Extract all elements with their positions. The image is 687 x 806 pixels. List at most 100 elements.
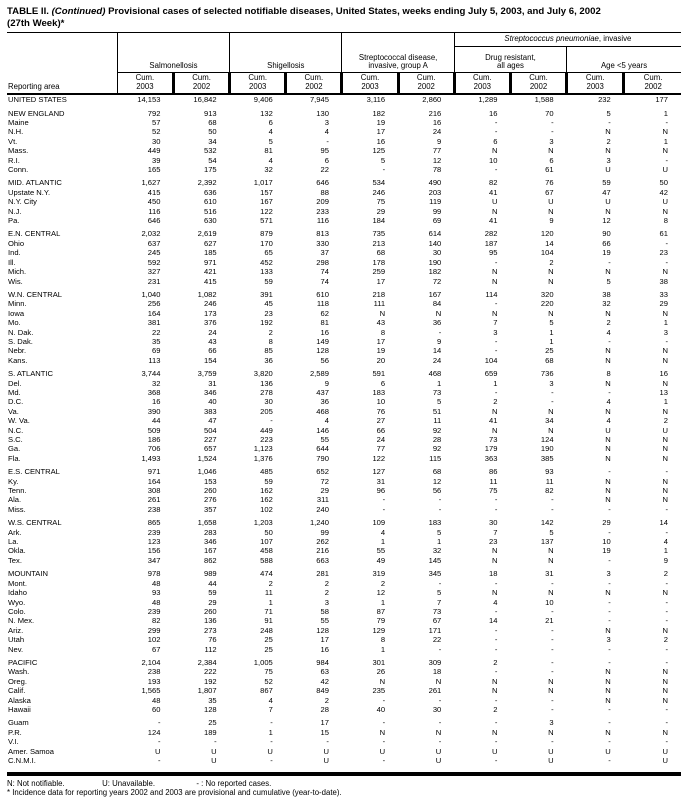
value-cell: 12 (376, 588, 386, 598)
value-cell: 2 (324, 695, 329, 705)
value-cell: 8 (380, 635, 386, 645)
value-cell: 25 (264, 635, 273, 645)
value-cell: 1,565 (141, 686, 161, 696)
value-cell: 82 (545, 486, 554, 496)
value-cell: 78 (432, 165, 442, 175)
reporting-area-cell: E.N. CENTRAL (8, 229, 61, 239)
value-cell: - (608, 616, 611, 626)
value-cell: 2,384 (197, 657, 217, 667)
value-cell: 220 (540, 299, 554, 309)
value-cell: 592 (147, 257, 161, 267)
value-cell: 48 (152, 695, 161, 705)
value-cell: 2 (663, 635, 668, 645)
value-cell: - (551, 644, 554, 654)
value-cell: 127 (372, 467, 386, 477)
value-cell: 82 (152, 616, 161, 626)
value-cell: 76 (376, 406, 386, 416)
value-cell: 19 (376, 346, 386, 356)
value-cell: 59 (602, 178, 611, 188)
value-cell: 5 (437, 527, 442, 537)
value-cell: 245 (147, 248, 161, 258)
value-cell: 989 (203, 569, 217, 579)
value-cell: 130 (316, 108, 329, 118)
value-cell: 4 (606, 327, 611, 337)
value-cell: 2,589 (309, 369, 329, 379)
value-cell: 346 (203, 537, 217, 547)
table-row: N.C. 509 504 449 146 66 92 N N U U (7, 426, 681, 435)
table-row: N.J. 116 516 122 233 29 99 N N N N (7, 207, 681, 216)
value-cell: 9,406 (253, 95, 273, 105)
value-cell: 95 (488, 248, 498, 258)
value-cell: 69 (152, 346, 161, 356)
disease-table: Reporting area Salmonellosis Shigellosis… (7, 32, 681, 765)
value-cell: 14 (432, 346, 442, 356)
value-cell: 187 (484, 238, 498, 248)
value-cell: 70 (545, 108, 554, 118)
value-cell: U (662, 165, 668, 175)
table-row: N.Y. City 450 610 167 209 75 119 U U U U (7, 197, 681, 206)
value-cell: 32 (602, 299, 611, 309)
value-cell: - (665, 336, 668, 346)
reporting-area-cell: Ind. (8, 248, 21, 258)
value-cell: N (605, 206, 611, 216)
reporting-area-cell: Idaho (8, 588, 28, 598)
value-cell: 28 (320, 704, 329, 714)
value-cell: 45 (264, 299, 273, 309)
value-cell: 157 (260, 187, 273, 197)
table-row: Iowa 164 173 23 62 N N N N N N (7, 309, 681, 318)
value-cell: 1,289 (478, 95, 498, 105)
value-cell: 485 (260, 467, 273, 477)
value-cell: 1,493 (141, 453, 161, 463)
value-cell: 16 (432, 118, 442, 127)
value-cell: 102 (147, 635, 161, 645)
value-cell: 260 (203, 486, 217, 496)
value-cell: 879 (260, 229, 273, 239)
value-cell: N (605, 146, 611, 156)
table-title-continued: (Continued) (51, 6, 106, 17)
table-row: Upstate N.Y. 415 636 157 88 246 203 41 67 47 42 (7, 188, 681, 197)
value-cell: 73 (432, 606, 442, 616)
table-row: D.C. 16 40 30 36 10 5 2 - 4 1 (7, 397, 681, 406)
value-cell: - (551, 504, 554, 514)
value-cell: N (662, 676, 668, 686)
reporting-area-cell: Miss. (8, 504, 26, 514)
value-cell: N (605, 667, 611, 677)
value-cell: 79 (376, 616, 386, 626)
value-cell: 383 (203, 406, 217, 416)
value-cell: - (551, 625, 554, 635)
value-cell: 238 (147, 667, 161, 677)
value-cell: - (608, 756, 611, 765)
value-cell: 73 (488, 435, 498, 444)
value-cell: 235 (372, 686, 386, 696)
value-cell: N (548, 308, 554, 318)
value-cell: 450 (147, 197, 161, 207)
value-cell: 60 (152, 704, 161, 714)
value-cell: 99 (432, 206, 442, 216)
value-cell: 26 (376, 667, 386, 677)
value-cell: N (662, 355, 668, 365)
value-cell: U (154, 746, 161, 756)
value-cell: 610 (316, 289, 329, 299)
value-cell: 43 (376, 318, 386, 328)
value-cell: 93 (545, 467, 554, 477)
value-cell: - (494, 346, 498, 356)
value-cell: - (551, 495, 554, 505)
value-cell: 256 (147, 299, 161, 309)
value-cell: 357 (203, 504, 217, 514)
value-cell: 10 (545, 597, 554, 607)
value-cell: 122 (260, 206, 273, 216)
value-cell: 50 (659, 178, 668, 188)
value-cell: 5 (549, 527, 554, 537)
value-cell: 233 (316, 206, 329, 216)
value-cell: 63 (320, 667, 329, 677)
table-row: Vt. 30 34 5 - 16 9 6 3 2 1 (7, 137, 681, 146)
reporting-area-cell: Ala. (8, 495, 22, 505)
value-cell: 107 (260, 537, 273, 547)
value-cell: 238 (147, 504, 161, 514)
value-cell: 9 (437, 336, 442, 346)
value-cell: 39 (152, 155, 161, 165)
reporting-area-cell: Wis. (8, 276, 23, 286)
value-cell: 644 (316, 444, 329, 454)
value-cell: 115 (429, 453, 442, 463)
value-cell: 178 (372, 257, 386, 267)
